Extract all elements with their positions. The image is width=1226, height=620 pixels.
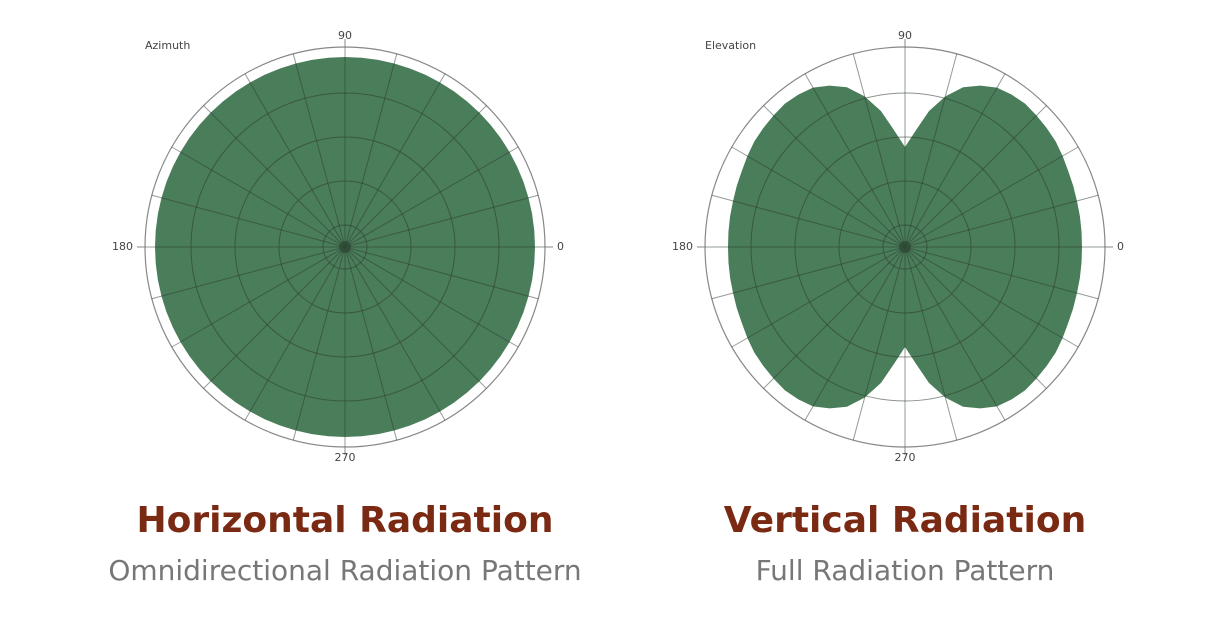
chart-title: Vertical Radiation <box>724 500 1086 541</box>
spoke <box>711 246 906 300</box>
angle-label: 90 <box>338 29 352 42</box>
spoke <box>904 246 1047 389</box>
spoke <box>711 194 906 248</box>
chart-subtitle: Omnidirectional Radiation Pattern <box>108 554 581 587</box>
spoke <box>731 246 906 348</box>
center-dot <box>339 241 351 253</box>
chart-title: Horizontal Radiation <box>137 500 554 541</box>
angle-label: 270 <box>895 451 916 464</box>
spoke <box>904 246 1006 421</box>
angle-label: 0 <box>1117 240 1124 253</box>
spoke <box>151 194 346 248</box>
spoke <box>763 105 906 248</box>
angle-label: 180 <box>112 240 133 253</box>
spoke <box>244 73 346 248</box>
spoke <box>904 246 958 441</box>
spoke <box>804 73 906 248</box>
plot-label: Azimuth <box>145 39 190 52</box>
spoke <box>852 246 906 441</box>
spoke <box>292 53 346 248</box>
spoke <box>904 246 1079 348</box>
spoke <box>904 53 958 248</box>
spoke <box>344 194 539 248</box>
spoke <box>171 146 346 248</box>
spoke <box>904 246 1099 300</box>
spoke <box>244 246 346 421</box>
spoke <box>203 246 346 389</box>
spoke <box>904 146 1079 248</box>
spoke <box>904 105 1047 248</box>
angle-label: 180 <box>672 240 693 253</box>
spoke <box>344 246 487 389</box>
spoke <box>344 246 539 300</box>
spoke <box>171 246 346 348</box>
angle-label: 90 <box>898 29 912 42</box>
spoke <box>151 246 346 300</box>
spoke <box>852 53 906 248</box>
spoke <box>344 73 446 248</box>
center-dot <box>899 241 911 253</box>
spoke <box>344 246 446 421</box>
spoke <box>904 194 1099 248</box>
spoke <box>344 105 487 248</box>
spoke <box>344 53 398 248</box>
spoke <box>763 246 906 389</box>
spoke <box>804 246 906 421</box>
spoke <box>344 246 398 441</box>
spoke <box>292 246 346 441</box>
spoke <box>904 73 1006 248</box>
angle-label: 270 <box>335 451 356 464</box>
spoke <box>344 246 519 348</box>
chart-subtitle: Full Radiation Pattern <box>756 554 1055 587</box>
spoke <box>203 105 346 248</box>
angle-label: 0 <box>557 240 564 253</box>
spoke <box>344 146 519 248</box>
spoke <box>731 146 906 248</box>
plot-label: Elevation <box>705 39 756 52</box>
